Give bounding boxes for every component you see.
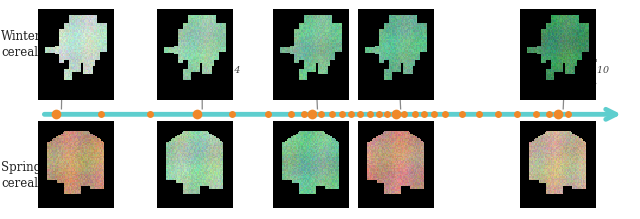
Text: nd: nd [415,58,422,63]
Text: January 3: January 3 [53,66,99,75]
Text: rd: rd [86,58,93,63]
Text: May 13: May 13 [309,66,345,75]
Text: March 14: March 14 [194,66,240,75]
Text: Spring
cereal: Spring cereal [1,161,42,190]
Text: th: th [592,58,598,63]
Text: th: th [332,58,338,63]
Text: th: th [223,58,230,63]
Text: July 2: July 2 [392,66,420,75]
Text: Winter
cereal: Winter cereal [1,30,42,59]
Text: October 10: October 10 [555,66,609,75]
